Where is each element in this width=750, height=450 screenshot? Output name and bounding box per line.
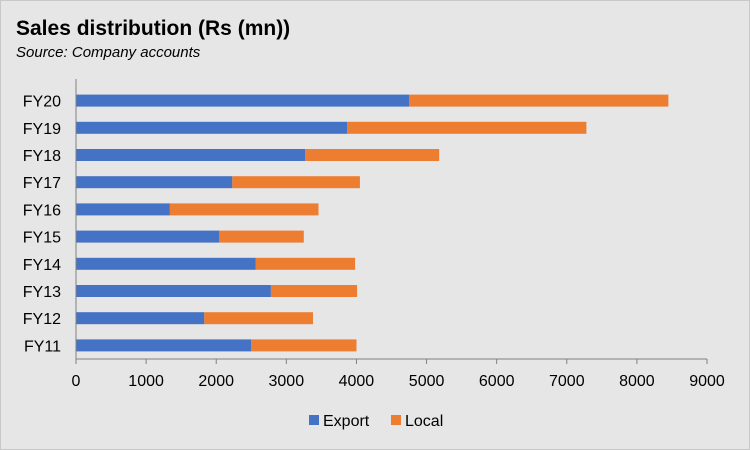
y-tick-label: FY13 bbox=[23, 284, 61, 301]
y-tick-label: FY14 bbox=[23, 257, 61, 274]
x-tick-label: 6000 bbox=[479, 373, 515, 390]
bar-export-fy17 bbox=[76, 176, 233, 189]
x-tick-label: 7000 bbox=[549, 373, 585, 390]
bar-export-fy12 bbox=[76, 312, 205, 325]
bar-local-fy14 bbox=[255, 257, 356, 270]
y-tick-label: FY11 bbox=[24, 338, 61, 355]
bar-export-fy18 bbox=[76, 149, 306, 161]
x-tick-label: 4000 bbox=[339, 373, 375, 390]
bar-export-fy16 bbox=[76, 203, 170, 216]
x-tick-label: 0 bbox=[72, 373, 81, 390]
bar-local-fy16 bbox=[169, 203, 319, 216]
bar-local-fy12 bbox=[204, 312, 313, 325]
legend-label-local: Local bbox=[405, 413, 443, 430]
bar-local-fy15 bbox=[219, 230, 304, 243]
bar-export-fy20 bbox=[76, 94, 409, 107]
bar-local-fy19 bbox=[347, 121, 587, 134]
y-tick-label: FY16 bbox=[23, 202, 61, 219]
bar-local-fy13 bbox=[270, 285, 358, 297]
y-tick-label: FY17 bbox=[23, 175, 61, 192]
x-tick-label: 3000 bbox=[269, 373, 305, 390]
bar-local-fy17 bbox=[232, 176, 360, 189]
legend-swatch-local bbox=[391, 415, 401, 425]
bar-export-fy11 bbox=[76, 339, 252, 352]
bar-export-fy14 bbox=[76, 257, 256, 270]
bar-export-fy19 bbox=[76, 121, 348, 134]
x-tick-label: 5000 bbox=[409, 373, 445, 390]
x-tick-label: 2000 bbox=[198, 373, 234, 390]
bar-export-fy15 bbox=[76, 230, 219, 243]
y-tick-label: FY19 bbox=[23, 121, 61, 138]
bar-local-fy18 bbox=[305, 149, 440, 161]
x-tick-label: 9000 bbox=[689, 373, 725, 390]
bar-local-fy11 bbox=[251, 339, 357, 352]
legend-label-export: Export bbox=[323, 413, 370, 430]
chart-subtitle: Source: Company accounts bbox=[16, 44, 201, 61]
bar-local-fy20 bbox=[409, 94, 669, 107]
y-tick-label: FY15 bbox=[23, 230, 61, 247]
bar-export-fy13 bbox=[76, 285, 271, 297]
y-tick-label: FY12 bbox=[23, 311, 61, 328]
x-tick-label: 1000 bbox=[128, 373, 164, 390]
y-tick-label: FY18 bbox=[23, 148, 61, 165]
legend-swatch-export bbox=[309, 415, 319, 425]
y-tick-label: FY20 bbox=[23, 94, 61, 111]
x-tick-label: 8000 bbox=[619, 373, 655, 390]
chart-title: Sales distribution (Rs (mn)) bbox=[16, 17, 291, 40]
